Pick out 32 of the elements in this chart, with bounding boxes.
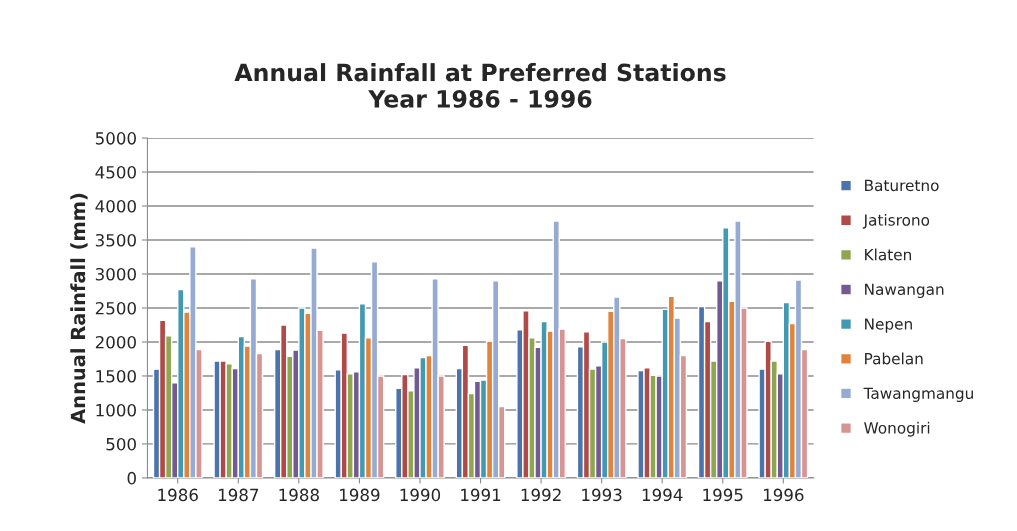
x-tick-label: 1994 (642, 488, 683, 502)
legend-label: Nepen (865, 318, 912, 333)
y-tick-label: 4000 (95, 199, 136, 213)
x-tick-label: 1991 (461, 488, 501, 502)
x-tick-label: 1995 (703, 488, 743, 502)
y-tick-label: 2500 (95, 301, 136, 315)
y-tick-label: 4500 (95, 166, 136, 179)
x-tick-label: 1993 (582, 488, 622, 502)
legend-label: Jatisrono (862, 213, 930, 229)
y-tick-label: 3500 (95, 233, 136, 247)
y-tick-label: 2000 (95, 335, 136, 349)
legend-label: Wonogiri (864, 421, 930, 437)
y-axis-title: Annual Rainfall (mm) (70, 193, 88, 424)
x-tick-label: 1988 (279, 488, 319, 502)
legend-label: Pabelan (865, 352, 923, 365)
x-tick-label: 1996 (763, 488, 804, 502)
y-tick-label: 3000 (95, 267, 136, 281)
y-tick-label: 1000 (96, 403, 136, 417)
legend-label: Tawangmangu (863, 387, 973, 402)
legend-label: Nawangan (865, 283, 944, 299)
legend-label: Baturetno (865, 179, 939, 192)
x-tick-label: 1990 (400, 488, 441, 502)
y-tick-label: 0 (127, 471, 136, 485)
legend-label: Klaten (865, 248, 911, 261)
x-tick-label: 1987 (218, 488, 259, 502)
y-tick-label: 500 (106, 437, 136, 451)
y-tick-label: 1500 (96, 369, 136, 383)
x-tick-label: 1986 (158, 488, 198, 502)
chart-title: Annual Rainfall at Preferred Stations Year 1986 - 1996 (234, 63, 726, 108)
y-tick-label: 5000 (95, 132, 136, 145)
x-tick-label: 1989 (340, 488, 380, 502)
x-tick-label: 1992 (521, 488, 561, 502)
